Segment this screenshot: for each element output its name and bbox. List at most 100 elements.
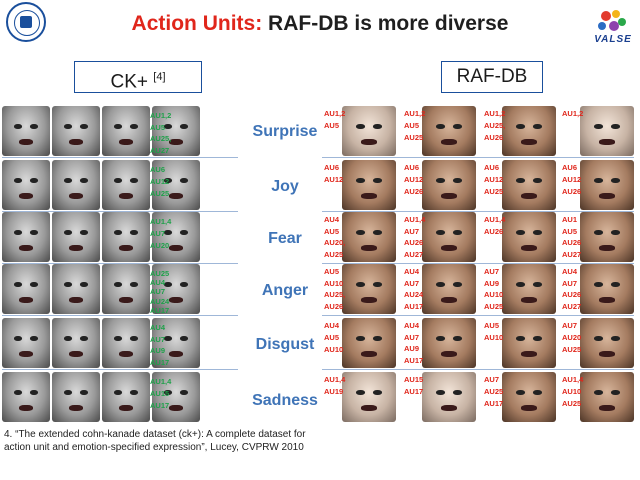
raf-face [580, 372, 634, 422]
ck-face [152, 212, 200, 262]
au-label: AU12 [562, 175, 582, 184]
ck-face [152, 264, 200, 314]
au-label: AU1,4 [150, 377, 172, 386]
au-label: AU6 [404, 163, 420, 172]
ck-face [2, 318, 50, 368]
raf-face [342, 160, 396, 210]
raf-face [422, 318, 476, 368]
au-label: AU6 [324, 163, 340, 172]
ck-face [102, 212, 150, 262]
au-label: AU6 [562, 163, 578, 172]
footnote-line: action unit and emotion-specified expres… [4, 442, 304, 453]
row-divider [322, 157, 634, 158]
au-label: AU26 [484, 227, 504, 236]
emotion-label: Sadness [252, 392, 318, 409]
au-label: AU17 [150, 401, 170, 410]
ck-face [152, 372, 200, 422]
au-label: AU25 [150, 189, 170, 198]
emotion-label: Anger [261, 282, 309, 299]
au-label: AU7 [404, 332, 420, 342]
au-label: AU25, [324, 290, 346, 299]
au-label: AU26 [562, 187, 582, 196]
au-label: AU5 [562, 226, 578, 236]
emotion-label: Surprise [252, 123, 318, 140]
au-label: AU25 [484, 187, 504, 196]
au-label: AU1,2 [324, 109, 346, 118]
raf-face [502, 160, 556, 210]
emotion-label: Joy [271, 178, 299, 195]
ck-face [152, 160, 200, 210]
au-label: AU25, [150, 134, 172, 143]
ck-face [152, 106, 200, 156]
emotion-label: Disgust [255, 336, 315, 353]
au-label: AU4 [150, 278, 166, 288]
au-label: AU12 [150, 177, 170, 186]
raf-face [502, 212, 556, 262]
au-label: AU4 [404, 267, 420, 276]
au-label: AU25, [484, 121, 506, 130]
au-label: AU1,2 [150, 111, 172, 120]
au-label: AU6 [150, 165, 166, 174]
row-divider [322, 211, 634, 212]
au-label: AU4 [324, 321, 340, 330]
au-label: AU1 [562, 215, 578, 224]
raf-face [502, 372, 556, 422]
au-label: AU5 [404, 121, 420, 130]
au-label: AU27 [404, 249, 424, 259]
row-divider [2, 211, 238, 212]
au-label: AU25 [562, 345, 582, 354]
row-divider [322, 369, 634, 370]
au-label: AU17 [150, 305, 170, 315]
slide-title: Action Units: RAF-DB is more diverse [0, 12, 640, 36]
au-label: AU5 [484, 321, 500, 330]
au-label: AU7 [404, 226, 420, 236]
raf-face [502, 264, 556, 314]
au-label: AU1,2 [562, 109, 584, 118]
au-label: AU10 [562, 387, 582, 396]
au-label: AU10 [484, 290, 504, 299]
au-label: AU1,4 [484, 215, 506, 224]
ck-face [102, 106, 150, 156]
ck-face [52, 318, 100, 368]
row-divider [2, 157, 238, 158]
ck-face [2, 264, 50, 314]
au-label: AU1,4 [404, 215, 426, 224]
au-label: AU20 [562, 333, 582, 342]
au-label: AU5 [324, 121, 340, 130]
au-label: AU25 [484, 387, 504, 396]
au-label: AU27 [150, 145, 170, 155]
au-label: AU25 [562, 399, 582, 408]
au-label: AU26 [404, 238, 424, 247]
au-label: AU5 [324, 267, 340, 276]
raf-face [580, 318, 634, 368]
au-label: AU7 [150, 287, 166, 297]
title-rest: RAF-DB is more diverse [262, 12, 509, 35]
row-divider [322, 263, 634, 264]
raf-face [580, 106, 634, 156]
au-label: AU6 [484, 163, 500, 172]
raf-face [502, 318, 556, 368]
au-label: AU19 [324, 387, 344, 396]
footnote-line: 4. “The extended cohn-kanade dataset (ck… [4, 429, 306, 440]
au-label: AU1,4 [324, 375, 346, 384]
au-label: AU7 [562, 321, 578, 330]
au-label: AU1,4 [150, 217, 172, 226]
raf-face [580, 160, 634, 210]
row-divider [322, 315, 634, 316]
ck-face [152, 318, 200, 368]
raf-face [422, 372, 476, 422]
row-divider [2, 369, 238, 370]
ck-name: CK+ [110, 71, 148, 93]
au-label: AU10 [484, 333, 504, 342]
raf-face [502, 106, 556, 156]
raf-face [422, 106, 476, 156]
valse-logo-text: VALSE [594, 34, 632, 45]
ck-face [52, 372, 100, 422]
au-label: AU7 [150, 334, 166, 344]
raf-face [422, 264, 476, 314]
au-label: AU17 [404, 301, 424, 311]
row-divider [2, 315, 238, 316]
ck-face [102, 318, 150, 368]
au-label: AU15 [150, 389, 170, 398]
au-label: AU4 [562, 267, 578, 276]
